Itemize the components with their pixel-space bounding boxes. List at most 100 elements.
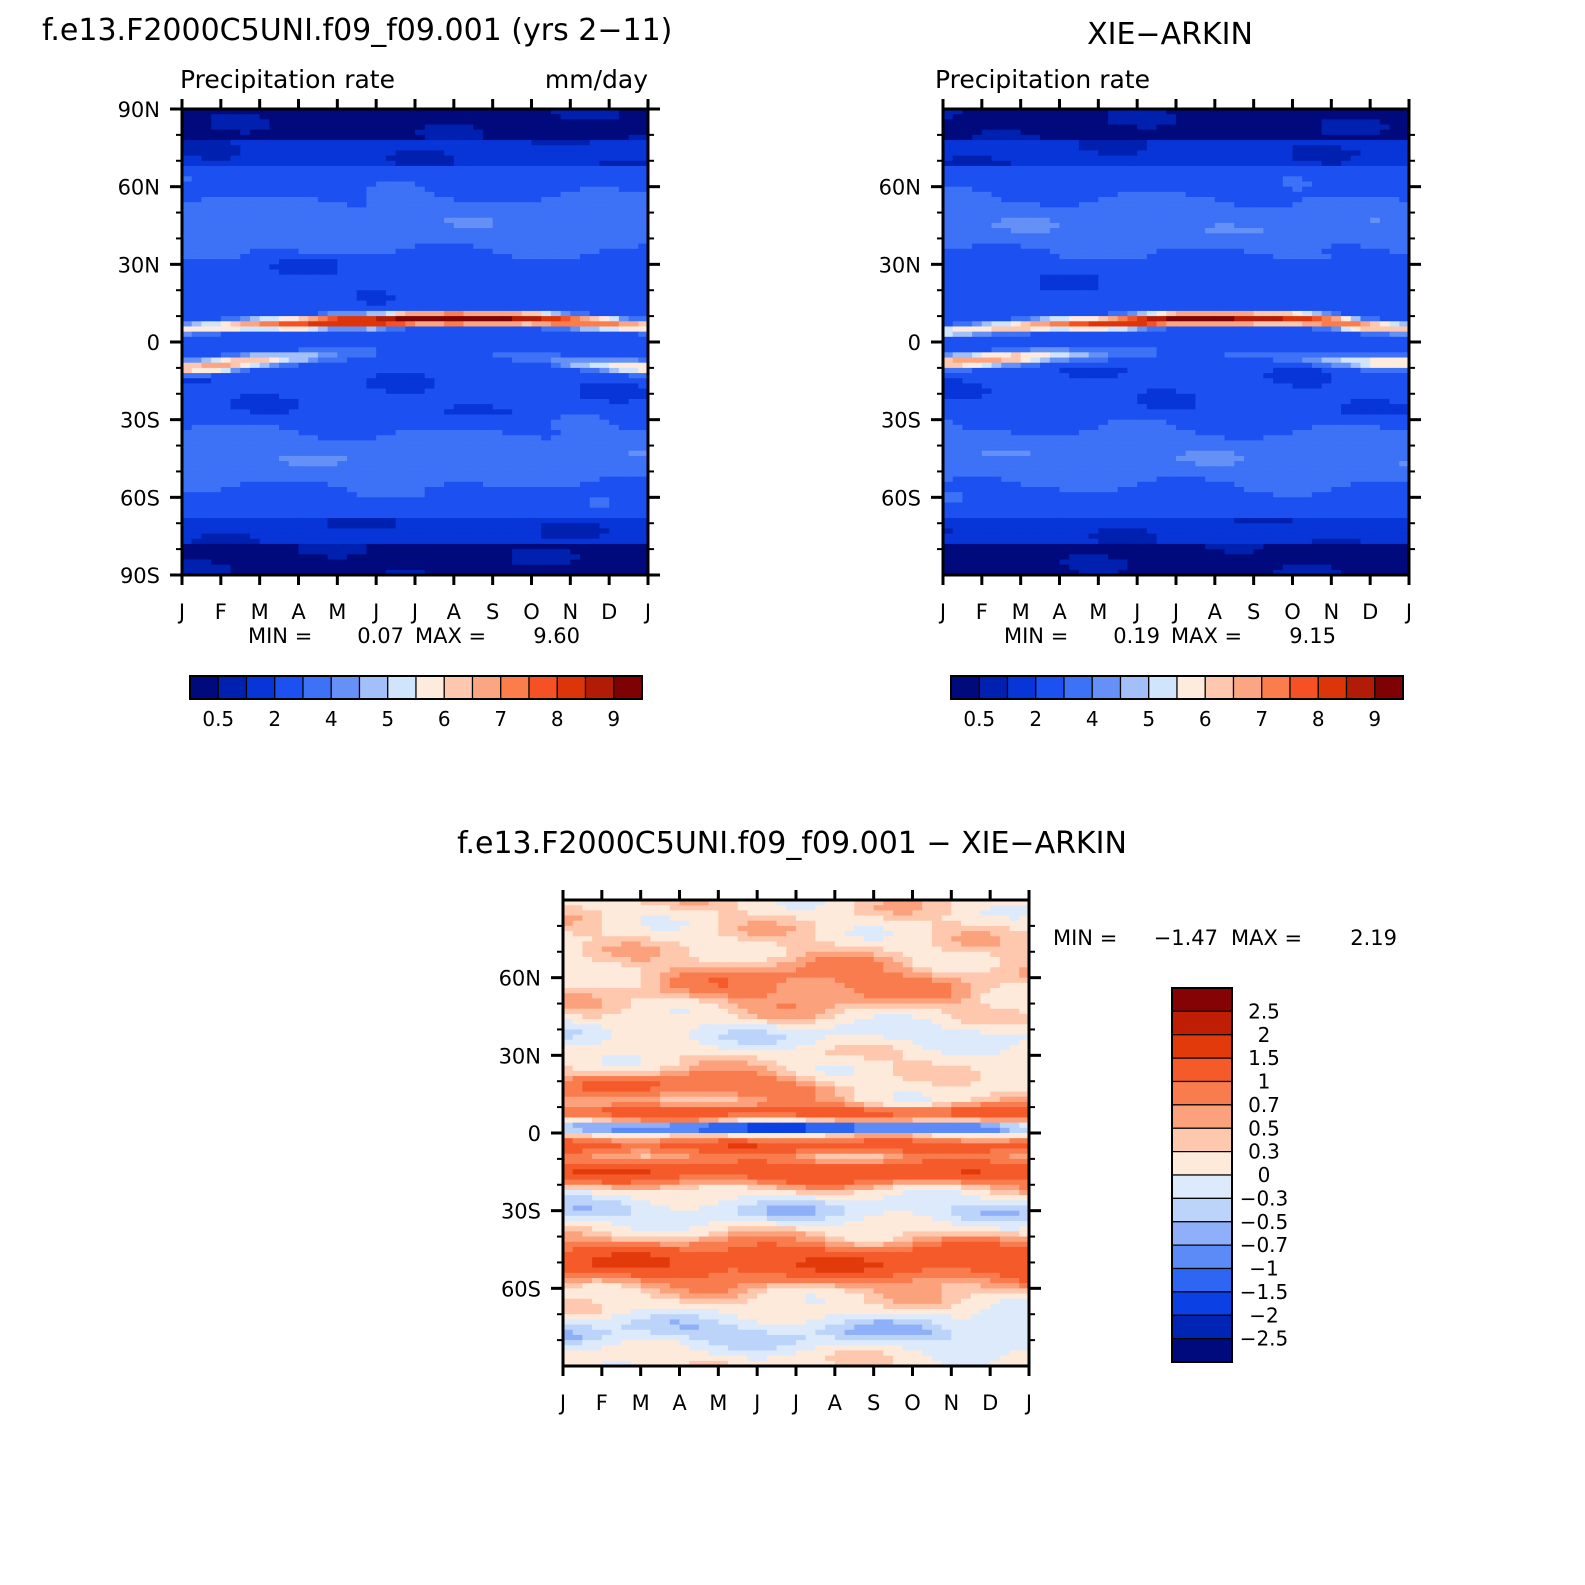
model-cell xyxy=(609,109,620,115)
model-cell xyxy=(385,331,397,338)
model-cell xyxy=(492,191,503,198)
model-cell xyxy=(444,290,455,296)
model-cell xyxy=(376,305,387,312)
model-cell xyxy=(638,222,649,229)
obs-cell xyxy=(1049,160,1061,167)
model-cell xyxy=(473,362,484,369)
model-cell xyxy=(308,362,319,369)
model-cell xyxy=(424,357,436,364)
model-cell xyxy=(444,507,455,514)
model-cell xyxy=(609,435,620,441)
model-cell xyxy=(327,145,338,152)
model-cell xyxy=(211,326,222,333)
obs-cell xyxy=(1302,134,1313,141)
model-cell xyxy=(599,549,610,555)
obs-cell xyxy=(1224,155,1235,162)
model-cell xyxy=(415,342,426,348)
obs-cell xyxy=(1127,124,1138,131)
model-cell xyxy=(609,207,620,214)
model-cell xyxy=(521,217,533,224)
model-cell xyxy=(434,253,445,260)
model-cell xyxy=(541,466,552,473)
model-cell xyxy=(395,238,406,245)
model-cell xyxy=(385,321,397,328)
obs-cell xyxy=(943,134,954,141)
model-cell xyxy=(444,134,455,141)
model-cell xyxy=(580,445,591,452)
obs-cell xyxy=(1243,155,1255,162)
model-cell xyxy=(599,393,610,400)
model-cell xyxy=(424,450,436,457)
model-cell xyxy=(230,119,241,126)
model-cell xyxy=(405,471,416,478)
model-cell xyxy=(531,409,542,416)
model-cell xyxy=(356,507,368,514)
model-cell xyxy=(201,373,212,379)
model-panel-units: mm/day xyxy=(545,65,648,94)
model-cell xyxy=(609,243,620,250)
model-cell xyxy=(482,383,494,390)
obs-cell xyxy=(1234,140,1245,146)
model-cell xyxy=(541,476,552,483)
model-cell xyxy=(463,269,474,276)
model-cell xyxy=(521,269,533,276)
obs-cell xyxy=(1176,155,1187,162)
model-cell xyxy=(628,181,639,188)
model-cell xyxy=(541,347,552,353)
model-cell xyxy=(521,362,533,369)
model-cell xyxy=(327,316,338,322)
model-cell xyxy=(385,217,397,224)
obs-cell xyxy=(1078,124,1090,131)
model-cell xyxy=(580,145,591,152)
model-cell xyxy=(531,538,542,545)
model-cell xyxy=(385,471,397,478)
model-cell xyxy=(347,316,358,322)
obs-cell xyxy=(1195,119,1206,126)
model-cell xyxy=(279,191,290,198)
obs-cell xyxy=(1020,145,1031,152)
model-cell xyxy=(385,424,397,431)
model-cell xyxy=(580,114,591,120)
model-cell xyxy=(424,150,436,157)
model-cell xyxy=(347,145,358,152)
model-cell xyxy=(492,285,503,291)
obs-cell xyxy=(1360,145,1371,152)
obs-cell xyxy=(962,129,973,136)
model-cell xyxy=(415,300,426,307)
model-cell xyxy=(405,476,416,483)
model-cell xyxy=(182,471,193,478)
model-cell xyxy=(444,197,455,203)
model-cell xyxy=(211,109,222,115)
model-cell xyxy=(259,362,270,369)
model-cell xyxy=(259,191,270,198)
obs-cell xyxy=(1156,124,1167,131)
obs-cell xyxy=(1088,155,1099,162)
model-cell xyxy=(220,549,232,555)
model-cell xyxy=(240,450,251,457)
model-cell xyxy=(512,497,523,504)
model-cell xyxy=(201,564,212,571)
model-cell xyxy=(609,331,620,338)
model-cell xyxy=(327,155,338,162)
model-cell xyxy=(230,440,241,447)
model-cell xyxy=(473,285,484,291)
obs-cell xyxy=(1010,160,1022,167)
model-cell xyxy=(560,331,571,338)
model-cell xyxy=(249,222,261,229)
model-cell xyxy=(182,248,193,255)
model-cell xyxy=(599,191,610,198)
model-cell xyxy=(376,207,387,214)
model-cell xyxy=(531,124,542,131)
model-cell xyxy=(453,316,465,322)
model-cell xyxy=(473,523,484,529)
obs-cell xyxy=(1059,134,1070,141)
model-cell xyxy=(385,150,397,157)
model-cell xyxy=(502,419,513,426)
model-cell xyxy=(337,197,348,203)
model-cell xyxy=(502,424,513,431)
model-cell xyxy=(492,248,503,255)
model-cell xyxy=(492,409,503,416)
model-cell xyxy=(541,378,552,385)
model-cell xyxy=(376,564,387,571)
model-cell xyxy=(182,455,193,462)
